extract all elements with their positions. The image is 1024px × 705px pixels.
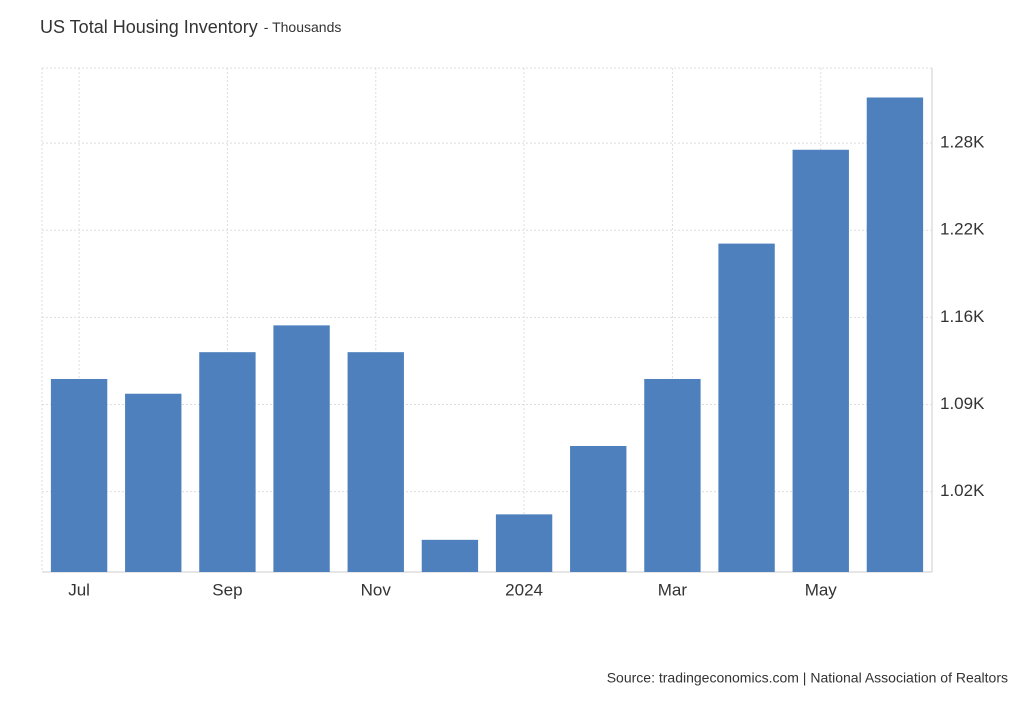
bar xyxy=(421,539,479,572)
chart-title: US Total Housing Inventory - Thousands xyxy=(40,17,341,37)
source: Source: tradingeconomics.com | National … xyxy=(607,670,1008,686)
bar xyxy=(199,352,256,572)
bar xyxy=(347,352,404,572)
x-tick-label: Sep xyxy=(212,580,242,599)
title: US Total Housing Inventory xyxy=(40,17,258,37)
x-tick-label: May xyxy=(805,580,838,599)
x-tick-label: 2024 xyxy=(505,580,543,599)
x-tick-label: Jul xyxy=(68,580,90,599)
bar xyxy=(792,149,849,572)
bar xyxy=(570,446,627,572)
y-tick-label: 1.16K xyxy=(940,307,985,326)
y-tick-label: 1.28K xyxy=(940,133,985,152)
x-tick-label: Mar xyxy=(658,580,688,599)
bar xyxy=(495,514,553,572)
bar xyxy=(125,393,182,572)
bar xyxy=(644,378,701,572)
x-tick-label: Nov xyxy=(361,580,392,599)
bar xyxy=(866,97,924,572)
y-tick-label: 1.22K xyxy=(940,220,985,239)
y-tick-label: 1.09K xyxy=(940,394,985,413)
bar xyxy=(50,378,108,572)
y-tick-label: 1.02K xyxy=(940,481,985,500)
bar xyxy=(718,243,775,572)
subtitle: - Thousands xyxy=(264,19,342,35)
bar xyxy=(273,325,330,572)
